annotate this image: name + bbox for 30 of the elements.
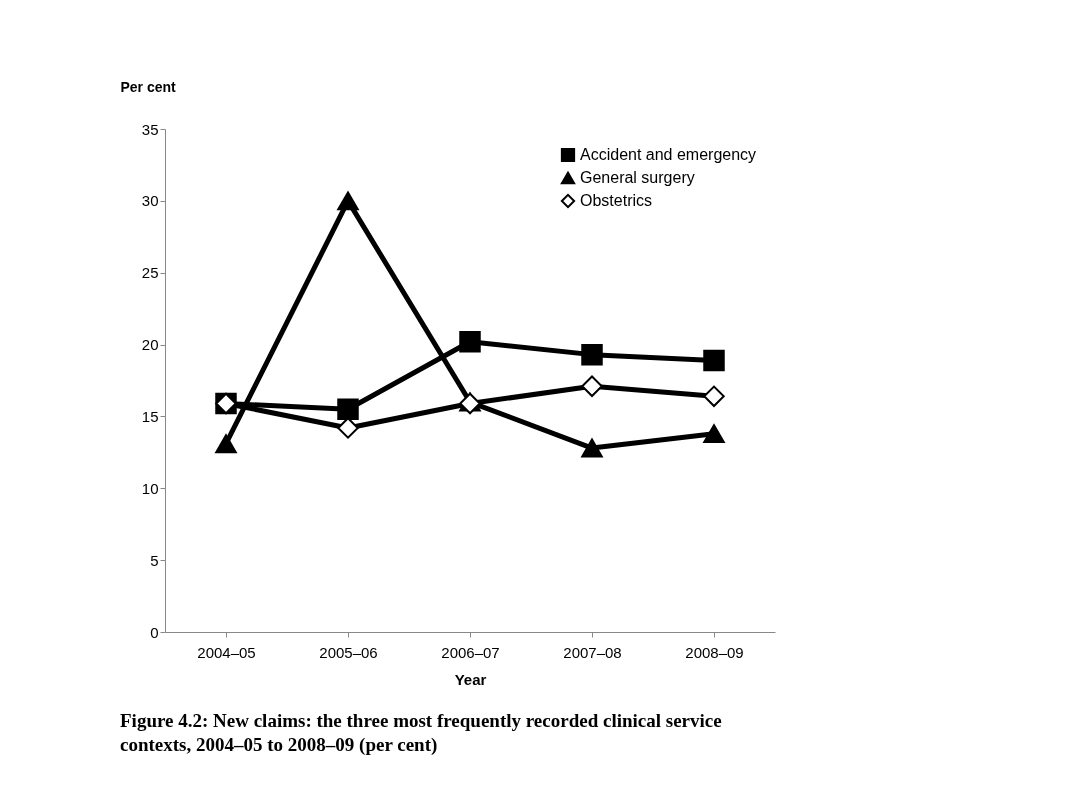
point	[581, 343, 603, 366]
y-tick-label: 5	[150, 551, 159, 569]
legend-label: General surgery	[580, 169, 695, 186]
x-tick-label: 2005–06	[319, 643, 378, 661]
x-axis-title: Year	[454, 670, 487, 688]
y-tick-label: 25	[141, 264, 159, 282]
x-tick-label: 2008–09	[685, 643, 744, 661]
legend-label: Accident and emergency	[580, 146, 757, 163]
y-tick-label: 15	[141, 407, 159, 425]
point	[581, 438, 603, 458]
y-tick-label: 20	[141, 336, 159, 354]
text: Figure 4.2: New claims: the three most frequently recorded clinical service contexts, 2004–05 to 2008–09 (per cent)	[120, 710, 722, 756]
point	[459, 330, 481, 353]
point	[703, 349, 725, 372]
point	[581, 375, 603, 397]
point	[703, 385, 725, 408]
y-axis-title: Per cent	[120, 78, 177, 95]
y-tick-label: 10	[141, 479, 159, 497]
x-tick-label: 2006–07	[441, 643, 500, 661]
point	[215, 434, 237, 454]
y-tick-label: 30	[141, 192, 159, 210]
point	[337, 398, 359, 420]
point	[337, 417, 359, 439]
x-tick-label: 2007–08	[563, 643, 622, 661]
point	[703, 424, 725, 444]
y-tick-label: 0	[150, 623, 159, 641]
x-tick-label: 2004–05	[197, 643, 256, 661]
y-tick-label: 35	[141, 120, 159, 138]
legend-label: Obstetrics	[580, 192, 653, 209]
point	[337, 191, 359, 211]
